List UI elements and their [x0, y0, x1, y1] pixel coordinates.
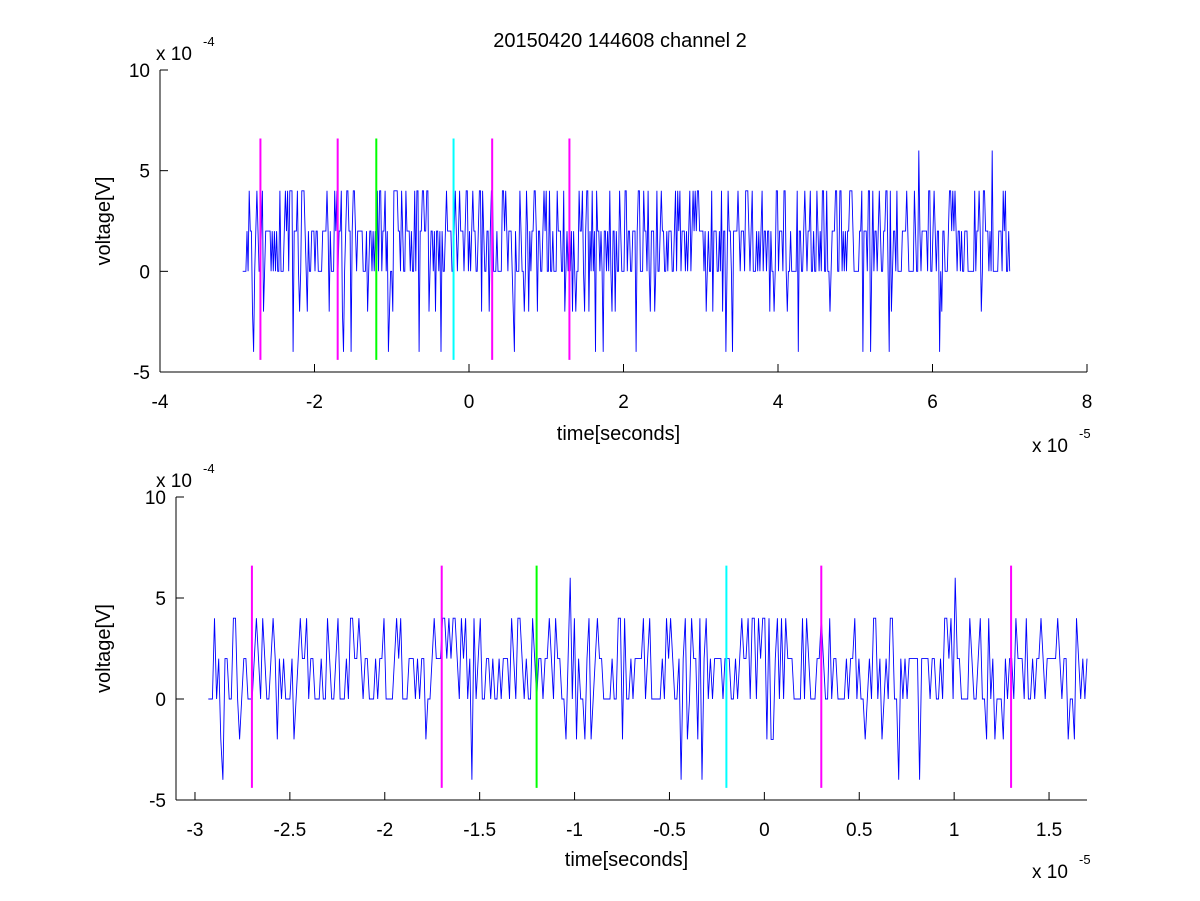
x-tick-label: 1.5 — [1036, 820, 1062, 841]
y-tick-label: 10 — [145, 488, 166, 509]
x-tick-label: -0.5 — [653, 820, 686, 841]
y-tick-label: -5 — [133, 363, 150, 384]
x-tick-label: 8 — [1082, 392, 1093, 413]
x-tick-label: -3 — [187, 820, 204, 841]
y-tick-label: 0 — [139, 262, 150, 283]
x-exponent-label: x 10 — [1032, 862, 1068, 883]
y-tick-label: 0 — [155, 690, 166, 711]
x-tick-label: -1.5 — [463, 820, 496, 841]
signal-trace — [208, 577, 1088, 780]
x-tick-label: 0.5 — [846, 820, 872, 841]
x-tick-label: -1 — [566, 820, 583, 841]
y-axis-label: voltage[V] — [93, 177, 115, 266]
y-exponent: -4 — [203, 34, 215, 49]
x-exponent: -5 — [1079, 852, 1091, 867]
x-tick-label: -2 — [376, 820, 393, 841]
y-tick-label: 5 — [155, 589, 166, 610]
figure-title: 20150420 144608 channel 2 — [493, 30, 747, 52]
x-axis-label: time[seconds] — [565, 849, 688, 871]
x-tick-label: 0 — [759, 820, 770, 841]
top-axes: -4 -2 0 2 4 6 8 -5 0 5 10 x 10 -5 x 10 -4 time[seconds]… — [93, 34, 1092, 457]
y-tick-label: 10 — [129, 61, 150, 82]
x-tick-label: 2 — [618, 392, 629, 413]
y-exponent-label: x 10 — [156, 471, 192, 492]
x-exponent: -5 — [1079, 426, 1091, 441]
x-tick-label: -2 — [306, 392, 323, 413]
y-tick-label: 5 — [139, 162, 150, 183]
y-axis-label: voltage[V] — [93, 604, 115, 693]
y-exponent-label: x 10 — [156, 44, 192, 65]
x-tick-label: 4 — [773, 392, 784, 413]
signal-trace — [242, 150, 1011, 352]
x-tick-label: 6 — [927, 392, 938, 413]
x-tick-label: -2.5 — [274, 820, 307, 841]
x-tick-label: 1 — [949, 820, 960, 841]
y-exponent: -4 — [203, 461, 215, 476]
y-tick-label: -5 — [149, 791, 166, 812]
x-tick-label: -4 — [152, 392, 169, 413]
x-exponent-label: x 10 — [1032, 436, 1068, 457]
x-axis-label: time[seconds] — [557, 423, 680, 445]
x-tick-label: 0 — [464, 392, 475, 413]
